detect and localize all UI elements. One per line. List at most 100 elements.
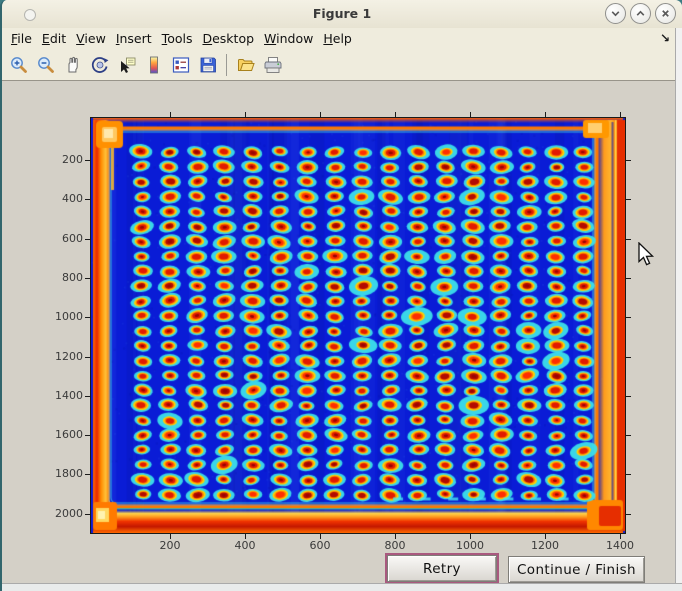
menu-file[interactable]: File <box>11 31 32 46</box>
y-tick <box>85 199 90 201</box>
y-tick-label: 1600 <box>55 428 83 442</box>
open-folder-icon <box>237 59 255 71</box>
x-tick <box>470 112 471 117</box>
window-title: Figure 1 <box>312 6 372 21</box>
chevron-up-icon <box>636 10 645 16</box>
menu-tools[interactable]: Tools <box>161 31 193 46</box>
y-tick-label: 1800 <box>55 467 83 481</box>
titlebar[interactable]: Figure 1 <box>2 0 682 29</box>
y-tick-label: 1000 <box>55 310 83 324</box>
x-tick <box>470 534 471 539</box>
y-tick-label: 1400 <box>55 388 83 402</box>
plot-axes <box>90 117 626 534</box>
save-floppy-icon <box>200 57 216 73</box>
y-tick <box>626 356 631 358</box>
window-resize-edge-bottom[interactable] <box>2 583 682 591</box>
y-tick-label: 600 <box>62 231 83 245</box>
x-tick <box>545 112 546 117</box>
y-tick <box>85 238 90 240</box>
x-tick <box>620 112 621 117</box>
window-resize-edge-right[interactable] <box>675 28 682 584</box>
y-tick <box>626 277 631 279</box>
y-tick-label: 2000 <box>55 506 83 520</box>
x-tick <box>545 534 546 539</box>
data-cursor-button[interactable] <box>115 53 139 77</box>
x-tick-label: 1000 <box>456 539 484 552</box>
save-figure-button[interactable] <box>196 53 220 77</box>
pan-hand-icon <box>68 56 78 73</box>
retry-button-frame: Retry <box>385 553 499 584</box>
zoom-out-icon <box>37 57 54 73</box>
y-tick-label: 800 <box>62 270 83 284</box>
y-tick-label: 400 <box>62 192 83 206</box>
close-button[interactable] <box>655 3 676 24</box>
minimize-button[interactable] <box>605 3 626 24</box>
menu-help[interactable]: Help <box>323 31 352 46</box>
figure-toolbar <box>2 50 682 81</box>
rotate-3d-button[interactable] <box>88 53 112 77</box>
window-controls <box>605 3 676 24</box>
y-tick <box>626 395 631 397</box>
y-tick <box>85 160 90 161</box>
x-tick <box>245 534 246 539</box>
x-tick-label: 1400 <box>606 539 634 552</box>
retry-button[interactable]: Retry <box>387 555 497 582</box>
x-tick <box>395 534 396 539</box>
open-file-button[interactable] <box>234 53 258 77</box>
dock-figure-icon[interactable]: ↘ <box>659 31 670 45</box>
x-tick <box>320 534 321 539</box>
zoom-in-button[interactable] <box>7 53 31 77</box>
y-tick <box>85 435 90 437</box>
x-tick-label: 200 <box>159 539 181 552</box>
maximize-button[interactable] <box>630 3 651 24</box>
y-tick <box>85 474 90 476</box>
y-tick <box>626 317 631 319</box>
menu-view[interactable]: View <box>76 31 106 46</box>
rotate-3d-icon <box>91 57 108 73</box>
continue-finish-button[interactable]: Continue / Finish <box>508 556 645 583</box>
print-button[interactable] <box>261 53 285 77</box>
y-tick <box>85 395 90 397</box>
colorbar-icon <box>149 56 158 74</box>
x-tick <box>170 112 171 117</box>
insert-legend-button[interactable] <box>169 53 193 77</box>
menubar: File Edit View Insert Tools Desktop Wind… <box>2 28 682 50</box>
y-tick <box>626 435 631 437</box>
close-icon <box>662 10 669 17</box>
x-tick <box>245 112 246 117</box>
y-tick <box>626 513 631 515</box>
pan-button[interactable] <box>61 53 85 77</box>
toolbar-separator <box>226 54 227 76</box>
x-tick <box>320 112 321 117</box>
menu-desktop[interactable]: Desktop <box>202 31 255 46</box>
y-tick <box>626 160 631 161</box>
zoom-out-button[interactable] <box>34 53 58 77</box>
y-tick-label: 1200 <box>55 349 83 363</box>
y-tick <box>85 317 90 319</box>
menu-edit[interactable]: Edit <box>41 31 67 46</box>
x-tick-label: 800 <box>384 539 406 552</box>
zoom-in-icon <box>10 57 27 73</box>
y-tick <box>85 356 90 358</box>
y-tick-label: 200 <box>62 153 83 166</box>
window-menu-icon[interactable] <box>24 9 36 21</box>
y-tick <box>626 238 631 240</box>
printer-icon <box>264 57 281 73</box>
y-tick <box>85 277 90 279</box>
y-tick <box>626 474 631 476</box>
legend-icon <box>172 57 189 73</box>
menu-insert[interactable]: Insert <box>115 31 152 46</box>
menu-window[interactable]: Window <box>264 31 314 46</box>
figure-image-canvas[interactable] <box>91 118 625 533</box>
chevron-down-icon <box>611 11 620 17</box>
x-tick <box>395 112 396 117</box>
x-tick <box>170 534 171 539</box>
x-tick <box>620 534 621 539</box>
insert-colorbar-button[interactable] <box>142 53 166 77</box>
data-cursor-icon <box>120 57 135 73</box>
x-tick-label: 600 <box>309 539 331 552</box>
x-tick-label: 1200 <box>531 539 559 552</box>
x-tick-label: 400 <box>234 539 256 552</box>
y-tick <box>626 199 631 201</box>
